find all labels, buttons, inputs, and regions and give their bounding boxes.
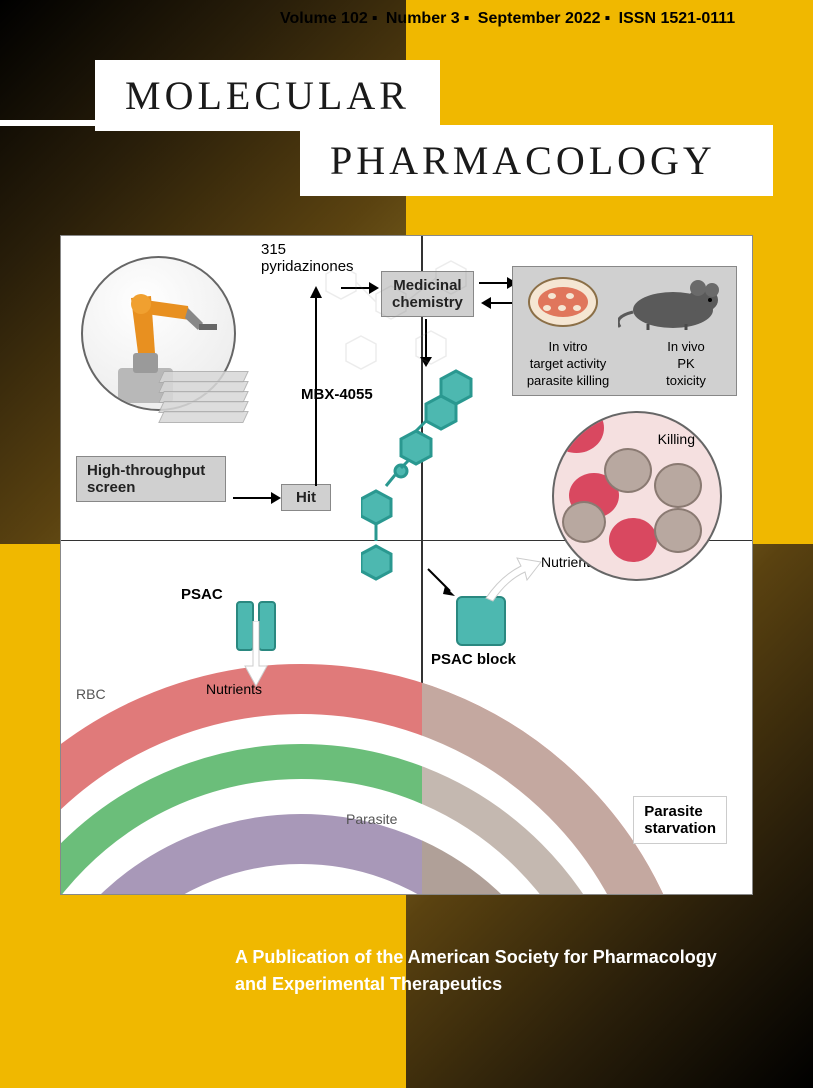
issn: ISSN 1521-0111 bbox=[619, 10, 736, 27]
hit-label: Hit bbox=[281, 484, 331, 511]
publisher-footer: A Publication of the American Society fo… bbox=[235, 944, 733, 998]
psac-label: PSAC bbox=[181, 586, 223, 603]
parasite-cell-3 bbox=[654, 508, 702, 553]
hts-label: High-throughput screen bbox=[76, 456, 226, 502]
rbc-cell-1 bbox=[552, 411, 604, 453]
rbc-label: RBC bbox=[76, 686, 106, 702]
number: Number 3 bbox=[386, 10, 460, 27]
volume: Volume 102 bbox=[280, 10, 368, 27]
invitro-label: In vitro target activity parasite killin… bbox=[518, 339, 618, 390]
journal-title-2: PHARMACOLOGY bbox=[300, 125, 773, 196]
parasite-cell-4 bbox=[562, 501, 606, 543]
parasite-cell-2 bbox=[654, 463, 702, 508]
title-underline bbox=[0, 120, 95, 126]
nutrients-label-left: Nutrients bbox=[206, 681, 262, 697]
issue-info: Volume 102▪ Number 3▪ September 2022▪ IS… bbox=[280, 10, 773, 28]
rbc-cell-3 bbox=[609, 518, 657, 562]
assay-panel: In vitro target activity parasite killin… bbox=[512, 266, 737, 396]
psac-block-label: PSAC block bbox=[431, 651, 516, 668]
microplates-icon bbox=[161, 371, 246, 421]
starvation-label: Parasite starvation bbox=[633, 796, 727, 844]
date: September 2022 bbox=[478, 10, 601, 27]
chem-bg-icon bbox=[321, 246, 521, 386]
cover-figure: PSAC PSAC block Nutrients Nutrients RBC … bbox=[60, 235, 753, 895]
parasite-label: Parasite bbox=[346, 811, 397, 827]
invivo-label: In vivo PK toxicity bbox=[646, 339, 726, 390]
arrow-molecule-block bbox=[425, 566, 460, 601]
journal-title-1: MOLECULAR bbox=[95, 60, 440, 131]
mbx-molecule-icon bbox=[361, 356, 501, 586]
killing-label: Killing bbox=[658, 431, 695, 447]
petri-dish-icon bbox=[528, 277, 598, 327]
mouse-icon bbox=[618, 272, 728, 334]
parasite-cell-1 bbox=[604, 448, 652, 493]
killing-circle: Killing bbox=[552, 411, 722, 581]
arrow-hts-hit bbox=[233, 488, 283, 508]
